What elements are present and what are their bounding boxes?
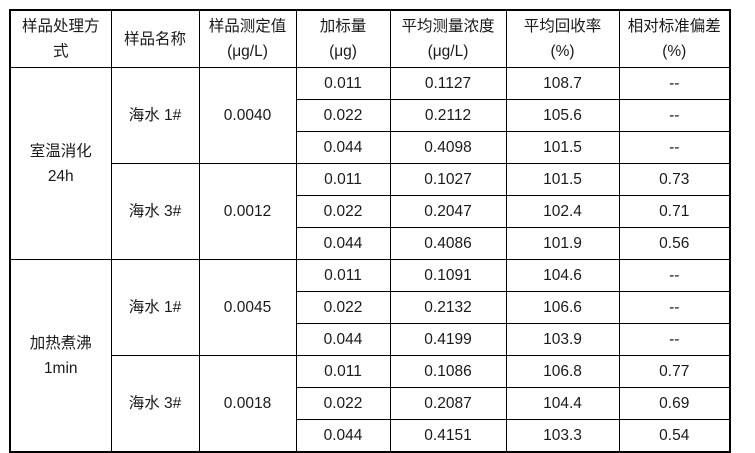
- rsd-cell: --: [618, 67, 731, 100]
- spike-cell: 0.022: [295, 387, 391, 420]
- spike-cell: 0.011: [295, 259, 391, 292]
- table-row: 0.044 0.4098 101.5 --: [10, 131, 731, 164]
- column-header-recovery-rate: 平均回收率 (%): [505, 9, 620, 68]
- recovery-cell: 108.7: [505, 67, 620, 100]
- recovery-cell: 106.8: [505, 355, 620, 388]
- sample-name-cell: 海水 1#: [110, 259, 200, 356]
- avg-concentration-cell: 0.4151: [389, 419, 507, 453]
- spike-cell: 0.011: [295, 67, 391, 100]
- avg-concentration-cell: 0.1127: [389, 67, 507, 100]
- spike-cell: 0.044: [295, 419, 391, 453]
- column-header-line2: (μg/L): [427, 43, 469, 60]
- column-header-treatment: 样品处理方式: [9, 9, 112, 68]
- treatment-cell: 室温消化 24h: [9, 67, 112, 260]
- sample-name-cell: 海水 3#: [110, 163, 200, 260]
- recovery-table-container: 样品处理方式样品名称 样品测定值 (μg/L) 加标量 (μg) 平均测量浓度 (μg/L)…: [9, 9, 731, 453]
- column-header-sample-name: 样品名称: [110, 9, 200, 68]
- rsd-cell: 0.54: [618, 419, 731, 453]
- rsd-cell: --: [618, 131, 731, 164]
- recovery-cell: 101.5: [505, 163, 620, 196]
- measured-value-cell: 0.0040: [198, 67, 297, 164]
- spike-cell: 0.011: [295, 355, 391, 388]
- avg-concentration-cell: 0.2132: [389, 291, 507, 324]
- recovery-cell: 104.6: [505, 259, 620, 292]
- spike-cell: 0.044: [295, 323, 391, 356]
- spike-cell: 0.022: [295, 99, 391, 132]
- recovery-cell: 105.6: [505, 99, 620, 132]
- column-header-line1: 加标量: [319, 18, 367, 35]
- column-header-line2: (%): [550, 43, 575, 60]
- sample-name-cell: 海水 3#: [110, 355, 200, 453]
- column-header-avg-concentration: 平均测量浓度 (μg/L): [389, 9, 507, 68]
- rsd-cell: 0.73: [618, 163, 731, 196]
- table-row: 0.022 0.2112 105.6 --: [10, 99, 731, 132]
- column-header-line2: 式: [52, 43, 69, 60]
- recovery-cell: 106.6: [505, 291, 620, 324]
- rsd-cell: --: [618, 323, 731, 356]
- recovery-cell: 103.9: [505, 323, 620, 356]
- table-body: 室温消化 24h 海水 1# 0.0040 0.011 0.1127 108.7 -- 0.02…: [9, 67, 731, 453]
- recovery-cell: 101.5: [505, 131, 620, 164]
- table-row: 0.022 0.2087 104.4 0.69: [10, 387, 731, 420]
- table-row: 室温消化 24h 海水 1# 0.0040 0.011 0.1127 108.7 --: [9, 67, 731, 260]
- avg-concentration-cell: 0.4098: [389, 131, 507, 164]
- column-header-line1: 样品名称: [123, 30, 186, 48]
- spike-cell: 0.011: [295, 163, 391, 196]
- column-header-line1: 平均回收率: [523, 18, 602, 35]
- recovery-cell: 102.4: [505, 195, 620, 228]
- avg-concentration-cell: 0.2087: [389, 387, 507, 420]
- table-row: 0.022 0.2047 102.4 0.71: [10, 195, 731, 228]
- recovery-cell: 103.3: [505, 419, 620, 453]
- column-header-rsd: 相对标准偏差 (%): [618, 9, 731, 68]
- header-row: 样品处理方式样品名称 样品测定值 (μg/L) 加标量 (μg) 平均测量浓度 (μg/L)…: [9, 9, 731, 68]
- column-header-measured-value: 样品测定值 (μg/L): [198, 9, 297, 68]
- avg-concentration-cell: 0.1086: [389, 355, 507, 388]
- column-header-spike-amount: 加标量 (μg): [295, 9, 391, 68]
- table-row: 0.022 0.2132 106.6 --: [10, 291, 731, 324]
- treatment-line: 加热煮沸: [29, 334, 92, 352]
- avg-concentration-cell: 0.2112: [389, 99, 507, 132]
- rsd-cell: --: [618, 259, 731, 292]
- recovery-cell: 104.4: [505, 387, 620, 420]
- spike-cell: 0.044: [295, 131, 391, 164]
- avg-concentration-cell: 0.4086: [389, 227, 507, 260]
- avg-concentration-cell: 0.1027: [389, 163, 507, 196]
- recovery-table: 样品处理方式样品名称 样品测定值 (μg/L) 加标量 (μg) 平均测量浓度 (μg/L)…: [9, 9, 731, 453]
- rsd-cell: 0.77: [618, 355, 731, 388]
- avg-concentration-cell: 0.2047: [389, 195, 507, 228]
- table-row: 0.044 0.4199 103.9 --: [10, 323, 731, 356]
- measured-value-cell: 0.0012: [198, 163, 297, 260]
- column-header-line2: (%): [662, 43, 687, 60]
- rsd-cell: --: [618, 99, 731, 132]
- avg-concentration-cell: 0.1091: [389, 259, 507, 292]
- treatment-line: 24h: [47, 167, 74, 185]
- column-header-line1: 样品测定值: [208, 18, 287, 35]
- treatment-cell: 加热煮沸 1min: [9, 259, 112, 453]
- table-row: 加热煮沸 1min 海水 1# 0.0045 0.011 0.1091 104.6 --: [9, 259, 731, 453]
- column-header-line2: (μg): [329, 43, 357, 60]
- treatment-line: 室温消化: [29, 142, 92, 160]
- recovery-cell: 101.9: [505, 227, 620, 260]
- table-row: 海水 3# 0.0012 0.011 0.1027 101.5 0.73: [10, 163, 731, 260]
- spike-cell: 0.022: [295, 195, 391, 228]
- spike-cell: 0.044: [295, 227, 391, 260]
- rsd-cell: 0.56: [618, 227, 731, 260]
- table-header: 样品处理方式样品名称 样品测定值 (μg/L) 加标量 (μg) 平均测量浓度 (μg/L)…: [9, 9, 731, 68]
- rsd-cell: 0.71: [618, 195, 731, 228]
- avg-concentration-cell: 0.4199: [389, 323, 507, 356]
- column-header-line1: 相对标准偏差: [627, 18, 721, 35]
- column-header-line1: 样品处理方: [21, 18, 100, 35]
- column-header-line2: (μg/L): [227, 43, 268, 60]
- sample-name-cell: 海水 1#: [110, 67, 200, 164]
- spike-cell: 0.022: [295, 291, 391, 324]
- measured-value-cell: 0.0018: [198, 355, 297, 453]
- rsd-cell: --: [618, 291, 731, 324]
- measured-value-cell: 0.0045: [198, 259, 297, 356]
- rsd-cell: 0.69: [618, 387, 731, 420]
- table-row: 海水 3# 0.0018 0.011 0.1086 106.8 0.77: [10, 355, 731, 453]
- treatment-line: 1min: [43, 359, 78, 377]
- column-header-line1: 平均测量浓度: [401, 18, 495, 35]
